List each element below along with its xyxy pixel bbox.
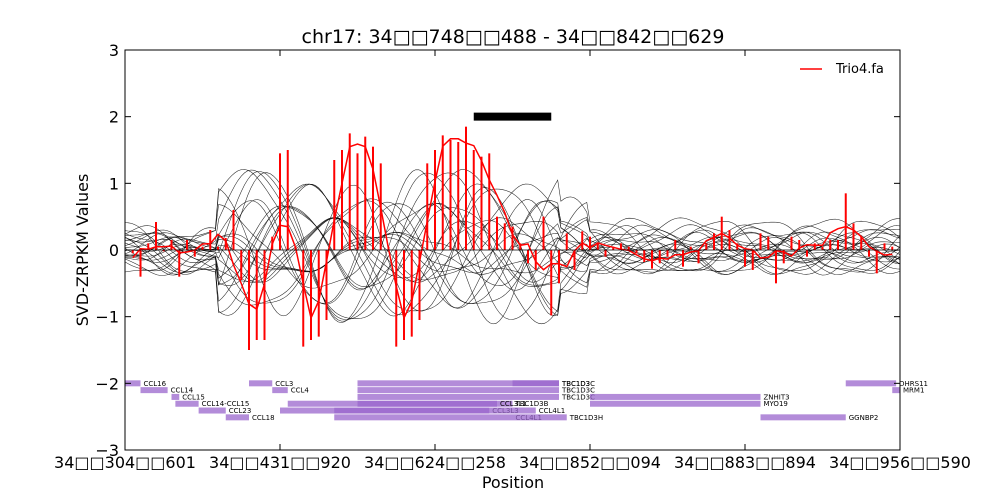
x-tick-label: 34□□304□□601 xyxy=(54,453,196,472)
signal-smoothed-line xyxy=(132,138,893,321)
gene-label: CCL23 xyxy=(229,407,252,415)
gene-bar xyxy=(845,380,897,387)
sample-curve xyxy=(124,169,901,325)
legend-label: Trio4.fa xyxy=(835,62,884,77)
sample-curve xyxy=(124,183,901,316)
y-tick-label: 0 xyxy=(109,241,119,260)
gene-bar xyxy=(249,380,273,387)
y-tick-label: 3 xyxy=(109,41,119,60)
gene-label: CCL14-CCL15 xyxy=(202,400,250,408)
legend: Trio4.fa xyxy=(800,62,884,77)
x-tick-label: 34□□431□□920 xyxy=(209,453,351,472)
y-tick-label: −2 xyxy=(95,374,119,393)
gene-label: TBC1D3B xyxy=(515,400,549,408)
gene-label: TBC1D3 xyxy=(561,380,590,388)
gene-label: ZNHIT3 xyxy=(764,393,790,401)
gene-bar xyxy=(357,393,559,400)
gene-bar xyxy=(225,414,249,421)
gene-label: CCL3 xyxy=(275,380,293,388)
x-tick-label: 34□□883□□894 xyxy=(674,453,816,472)
gene-label: MRM1 xyxy=(903,387,924,395)
gene-bar xyxy=(140,387,168,394)
y-tick-label: 1 xyxy=(109,174,119,193)
gene-label: GGNBP2 xyxy=(849,414,879,422)
gene-label: CCL3L1 xyxy=(500,400,526,408)
gene-label: CCL16 xyxy=(144,380,167,388)
gene-label: CCL14 xyxy=(171,387,194,395)
sample-curve xyxy=(125,203,901,289)
gene-bar xyxy=(334,414,513,421)
gene-bar xyxy=(357,387,559,394)
x-tick-label: 34□□852□□094 xyxy=(519,453,661,472)
gene-label: TBC1D3H xyxy=(569,414,603,422)
y-axis-label: SVD-ZRPKM Values xyxy=(73,174,92,327)
gene-bar xyxy=(357,400,497,407)
gene-bar xyxy=(334,407,536,414)
gene-label: CCL4 xyxy=(291,387,310,395)
y-tick-label: −1 xyxy=(95,308,119,327)
gene-bar xyxy=(125,380,141,387)
gene-bar xyxy=(171,393,180,400)
gene-label: TBC1D3C xyxy=(561,387,595,395)
gene-label: DHRS11 xyxy=(899,380,928,388)
sample-curve xyxy=(124,171,901,322)
sample-curve xyxy=(124,205,901,287)
gene-bar xyxy=(198,407,226,414)
gene-bar xyxy=(512,380,559,387)
gene-bar xyxy=(512,414,567,421)
gene-label: TBC1D3C xyxy=(561,393,595,401)
sample-curve xyxy=(124,203,901,291)
gene-bar xyxy=(892,387,900,394)
gene-label: TBC1D3C xyxy=(561,380,595,388)
x-axis-label: Position xyxy=(482,473,544,492)
sample-curve xyxy=(124,183,901,312)
y-tick-label: 2 xyxy=(109,108,119,127)
y-tick-label: −3 xyxy=(95,441,119,460)
sample-curve xyxy=(124,199,901,309)
gene-label: CCL4L1 xyxy=(539,407,565,415)
gene-bar xyxy=(357,380,559,387)
gene-bar xyxy=(760,414,846,421)
gene-bar xyxy=(590,400,761,407)
gene-label: CCL15 xyxy=(182,393,205,401)
gene-bar xyxy=(175,400,199,407)
x-tick-label: 34□□956□□590 xyxy=(829,453,971,472)
gene-bar xyxy=(590,393,761,400)
gene-label: CCL18 xyxy=(252,414,275,422)
chart-title: chr17: 34□□748□□488 - 34□□842□□629 xyxy=(302,26,725,48)
gene-bar xyxy=(272,387,288,394)
gene-label: MYO19 xyxy=(764,400,788,408)
x-tick-label: 34□□624□□258 xyxy=(364,453,506,472)
